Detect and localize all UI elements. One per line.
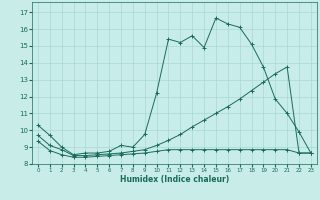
X-axis label: Humidex (Indice chaleur): Humidex (Indice chaleur)	[120, 175, 229, 184]
